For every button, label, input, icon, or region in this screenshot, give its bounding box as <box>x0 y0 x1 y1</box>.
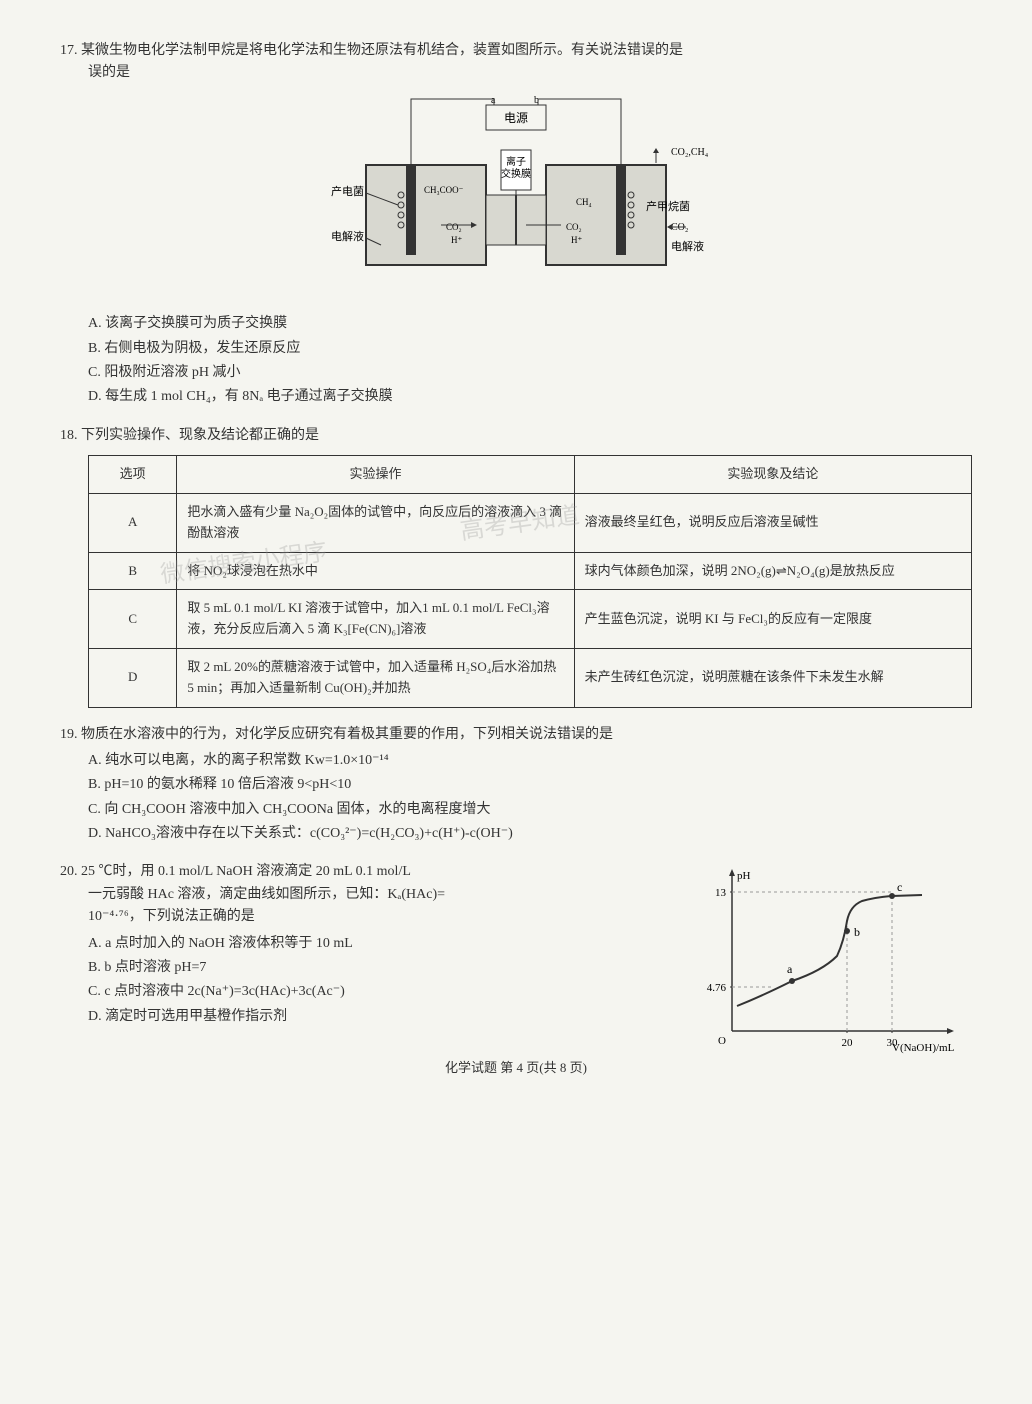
svg-text:V(NaOH)/mL: V(NaOH)/mL <box>892 1042 955 1054</box>
svg-text:20: 20 <box>842 1037 854 1049</box>
q19-option-d: D. NaHCO₃溶液中存在以下关系式：c(CO₃²⁻)=c(H₂CO₃)+c(… <box>88 823 972 845</box>
svg-text:电解液: 电解液 <box>331 229 364 243</box>
titration-curve-svg: pH V(NaOH)/mL O 13 4.76 20 30 a b <box>692 861 972 1061</box>
q19-option-a: A. 纯水可以电离，水的离子积常数 Kw=1.0×10⁻¹⁴ <box>88 750 972 772</box>
cell-operation-b: 将 NO₂球浸泡在热水中 <box>177 552 574 590</box>
q17-diagram-container: 电源 a b 离子 交换膜 <box>60 95 972 303</box>
question-17: 17. 某微生物电化学法制甲烷是将电化学法和生物还原法有机结合，装置如图所示。有… <box>60 40 972 409</box>
q17-text: 某微生物电化学法制甲烷是将电化学法和生物还原法有机结合，装置如图所示。有关说法错… <box>81 43 683 58</box>
q17-text-cont: 误的是 <box>60 62 972 84</box>
svg-text:c: c <box>897 880 902 894</box>
cell-option-c: C <box>89 590 177 649</box>
question-20: 20. 25 ℃时，用 0.1 mol/L NaOH 溶液滴定 20 mL 0.… <box>60 861 972 1028</box>
q20-text3: 10⁻⁴·⁷⁶，下列说法正确的是 <box>60 906 562 928</box>
q20-text2: 一元弱酸 HAc 溶液，滴定曲线如图所示，已知：Kₐ(HAc)= <box>60 884 562 906</box>
svg-text:b: b <box>854 925 860 939</box>
svg-text:CH₃COO⁻: CH₃COO⁻ <box>424 185 464 195</box>
q18-table: 选项 实验操作 实验现象及结论 A 把水滴入盛有少量 Na₂O₂固体的试管中，向… <box>88 455 972 707</box>
q20-option-c: C. c 点时溶液中 2c(Na⁺)=3c(HAc)+3c(Ac⁻) <box>88 981 562 1003</box>
svg-text:产甲烷菌: 产甲烷菌 <box>646 199 690 213</box>
svg-text:CO₂,CH₄: CO₂,CH₄ <box>671 147 709 158</box>
header-operation: 实验操作 <box>177 456 574 494</box>
q17-option-b: B. 右侧电极为阴极，发生还原反应 <box>88 338 972 360</box>
svg-text:电源: 电源 <box>504 111 528 125</box>
q19-options: A. 纯水可以电离，水的离子积常数 Kw=1.0×10⁻¹⁴ B. pH=10 … <box>60 750 972 846</box>
svg-text:H⁺: H⁺ <box>451 235 462 245</box>
svg-text:13: 13 <box>715 887 727 899</box>
cell-option-b: B <box>89 552 177 590</box>
svg-text:O: O <box>718 1035 726 1047</box>
question-18: 18. 下列实验操作、现象及结论都正确的是 微信搜索小程序 高考早知道 选项 实… <box>60 425 972 708</box>
q19-option-b: B. pH=10 的氨水稀释 10 倍后溶液 9<pH<10 <box>88 774 972 796</box>
cell-result-d: 未产生砖红色沉淀，说明蔗糖在该条件下未发生水解 <box>574 648 971 707</box>
table-row: D 取 2 mL 20%的蔗糖溶液于试管中，加入适量稀 H₂SO₄后水浴加热 5… <box>89 648 972 707</box>
cell-operation-d: 取 2 mL 20%的蔗糖溶液于试管中，加入适量稀 H₂SO₄后水浴加热 5 m… <box>177 648 574 707</box>
svg-text:交换膜: 交换膜 <box>501 167 531 180</box>
cell-operation-c: 取 5 mL 0.1 mol/L KI 溶液于试管中，加入1 mL 0.1 mo… <box>177 590 574 649</box>
q18-number: 18. <box>60 428 78 443</box>
svg-text:CO₂: CO₂ <box>446 222 462 232</box>
q20-titration-chart: pH V(NaOH)/mL O 13 4.76 20 30 a b <box>692 861 972 1061</box>
q20-text1: 25 ℃时，用 0.1 mol/L NaOH 溶液滴定 20 mL 0.1 mo… <box>81 864 411 879</box>
svg-text:电解液: 电解液 <box>671 239 704 253</box>
q20-option-a: A. a 点时加入的 NaOH 溶液体积等于 10 mL <box>88 933 562 955</box>
svg-text:30: 30 <box>887 1037 899 1049</box>
q20-option-d: D. 滴定时可选用甲基橙作指示剂 <box>88 1006 562 1028</box>
q17-diagram: 电源 a b 离子 交换膜 <box>316 95 716 295</box>
header-result: 实验现象及结论 <box>574 456 971 494</box>
svg-text:产电菌: 产电菌 <box>331 184 364 198</box>
q17-options: A. 该离子交换膜可为质子交换膜 B. 右侧电极为阴极，发生还原反应 C. 阳极… <box>60 313 972 409</box>
q19-number: 19. <box>60 727 78 742</box>
svg-text:CO₂: CO₂ <box>566 222 582 232</box>
table-row: B 将 NO₂球浸泡在热水中 球内气体颜色加深，说明 2NO₂(g)⇌N₂O₄(… <box>89 552 972 590</box>
header-option: 选项 <box>89 456 177 494</box>
q17-option-c: C. 阳极附近溶液 pH 减小 <box>88 362 972 384</box>
svg-text:pH: pH <box>737 870 751 882</box>
q19-option-c: C. 向 CH₃COOH 溶液中加入 CH₃COONa 固体，水的电离程度增大 <box>88 799 972 821</box>
q19-text: 物质在水溶液中的行为，对化学反应研究有着极其重要的作用，下列相关说法错误的是 <box>81 727 613 742</box>
svg-text:CH₄: CH₄ <box>576 197 592 207</box>
cell-result-b: 球内气体颜色加深，说明 2NO₂(g)⇌N₂O₄(g)是放热反应 <box>574 552 971 590</box>
cell-result-a: 溶液最终呈红色，说明反应后溶液呈碱性 <box>574 493 971 552</box>
q17-number: 17. <box>60 43 78 58</box>
svg-text:H⁺: H⁺ <box>571 235 582 245</box>
cell-result-c: 产生蓝色沉淀，说明 KI 与 FeCl₃的反应有一定限度 <box>574 590 971 649</box>
table-row: A 把水滴入盛有少量 Na₂O₂固体的试管中，向反应后的溶液滴入 3 滴酚酞溶液… <box>89 493 972 552</box>
svg-text:a: a <box>787 962 793 976</box>
q20-text-block: 20. 25 ℃时，用 0.1 mol/L NaOH 溶液滴定 20 mL 0.… <box>60 861 562 1028</box>
question-19: 19. 物质在水溶液中的行为，对化学反应研究有着极其重要的作用，下列相关说法错误… <box>60 724 972 846</box>
q20-options: A. a 点时加入的 NaOH 溶液体积等于 10 mL B. b 点时溶液 p… <box>60 933 562 1029</box>
q17-option-a: A. 该离子交换膜可为质子交换膜 <box>88 313 972 335</box>
electrolysis-diagram-svg: 电源 a b 离子 交换膜 <box>316 95 716 295</box>
q20-number: 20. <box>60 864 78 879</box>
table-header-row: 选项 实验操作 实验现象及结论 <box>89 456 972 494</box>
cell-option-a: A <box>89 493 177 552</box>
svg-text:离子: 离子 <box>506 155 526 168</box>
q20-option-b: B. b 点时溶液 pH=7 <box>88 957 562 979</box>
cell-operation-a: 把水滴入盛有少量 Na₂O₂固体的试管中，向反应后的溶液滴入 3 滴酚酞溶液 <box>177 493 574 552</box>
table-row: C 取 5 mL 0.1 mol/L KI 溶液于试管中，加入1 mL 0.1 … <box>89 590 972 649</box>
svg-text:4.76: 4.76 <box>707 982 727 994</box>
q18-text: 下列实验操作、现象及结论都正确的是 <box>81 428 319 443</box>
cell-option-d: D <box>89 648 177 707</box>
q17-option-d: D. 每生成 1 mol CH₄，有 8Nₐ 电子通过离子交换膜 <box>88 386 972 408</box>
